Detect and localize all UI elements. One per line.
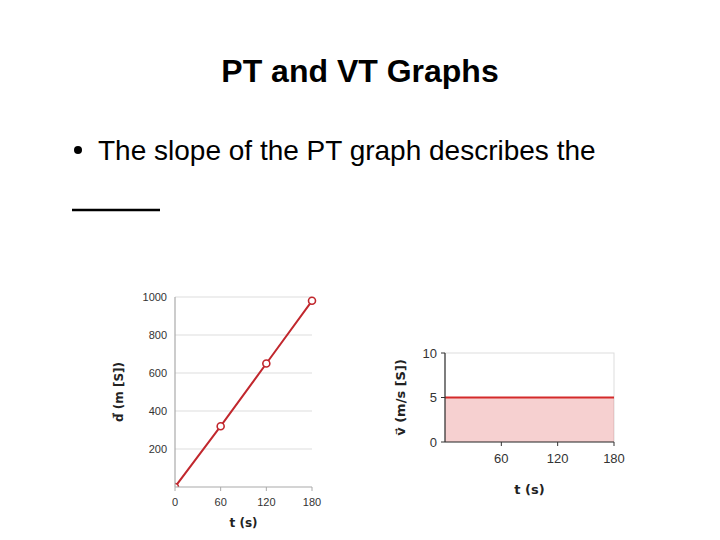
data-point — [263, 360, 270, 367]
x-tick-label: 60 — [494, 451, 508, 466]
y-tick-label: 600 — [149, 367, 167, 379]
y-tick-label: 5 — [430, 390, 437, 405]
chart-0: 200 400 600 800 1000 0 60 120 180 t (s) d⃗ (m [S]) — [112, 291, 321, 530]
grid-line — [175, 297, 312, 298]
y-axis — [444, 353, 445, 442]
x-axis-title: t (s) — [229, 516, 257, 530]
x-tick-label: 120 — [547, 451, 569, 466]
bullet-text: The slope of the PT graph describes the — [98, 135, 596, 166]
chart-1: 0 5 10 60 120 180 t (s) v⃗ (m/s [S]) — [393, 346, 625, 497]
area-fill — [445, 398, 614, 443]
x-tick-label: 120 — [257, 496, 275, 508]
grid-line — [175, 411, 312, 412]
data-group — [445, 398, 614, 443]
bullet-dot — [74, 146, 82, 154]
x-tick-label: 180 — [303, 496, 321, 508]
answer-blank — [72, 209, 160, 212]
grid-line — [175, 335, 312, 336]
data-point — [217, 423, 224, 430]
y-axis-title: v⃗ (m/s [S]) — [393, 359, 408, 436]
x-axis-title: t (s) — [514, 482, 544, 497]
y-axis — [174, 297, 175, 487]
data-group — [175, 297, 316, 487]
x-tick-label: 180 — [603, 451, 625, 466]
y-tick-label: 800 — [149, 329, 167, 341]
x-axis — [445, 441, 614, 442]
data-point — [309, 297, 316, 304]
slide-title: PT and VT Graphs — [221, 53, 498, 89]
x-tick-label: 0 — [172, 496, 178, 508]
y-axis-title: d⃗ (m [S]) — [112, 362, 126, 422]
x-tick-label: 60 — [215, 496, 227, 508]
grid-line — [175, 373, 312, 374]
slide: PT and VT Graphs The slope of the PT grap… — [0, 0, 720, 540]
data-line — [445, 397, 614, 399]
x-axis — [175, 486, 312, 487]
data-line — [175, 301, 312, 487]
y-tick-label: 1000 — [143, 291, 167, 303]
plot-frame — [445, 353, 614, 442]
y-tick-label: 0 — [430, 435, 437, 450]
y-tick-label: 10 — [423, 346, 437, 361]
background — [0, 0, 720, 540]
grid-line — [175, 449, 312, 450]
y-tick-label: 200 — [149, 443, 167, 455]
y-tick-label: 400 — [149, 405, 167, 417]
